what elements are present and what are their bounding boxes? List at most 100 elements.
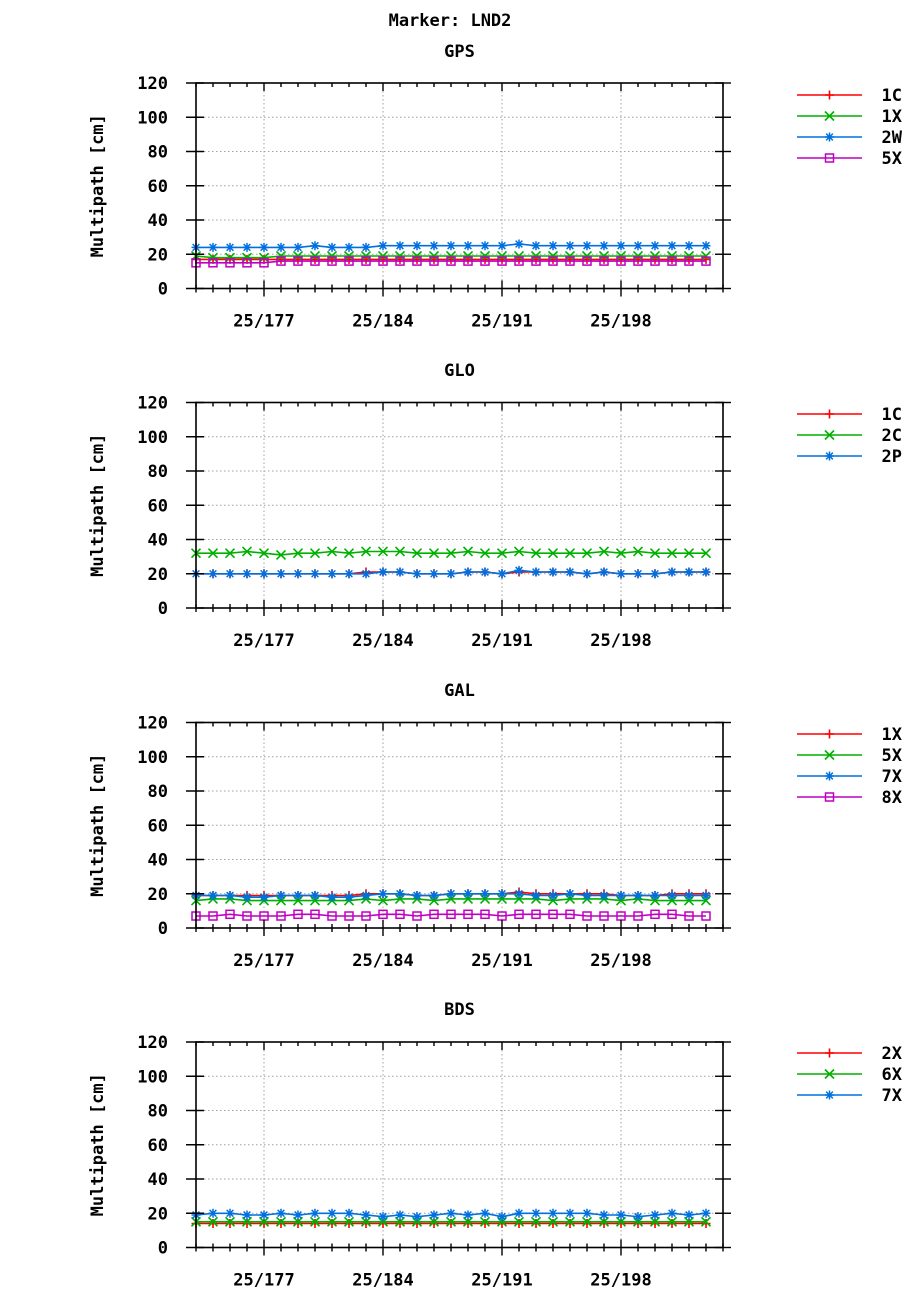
- series-gps-1x: [190, 250, 712, 263]
- data-point-8x: [650, 909, 660, 920]
- legend-label: 6X: [882, 1065, 903, 1085]
- data-point-6x: [275, 1216, 287, 1227]
- legend-label: 1C: [882, 86, 902, 106]
- data-point-7x: [684, 890, 694, 900]
- data-point-5x: [293, 256, 303, 266]
- data-point-8x: [208, 911, 218, 921]
- data-point-8x: [242, 911, 252, 921]
- data-point-2c: [496, 548, 508, 559]
- data-point-8x: [514, 909, 524, 920]
- y-tick-label: 100: [137, 108, 168, 128]
- data-point-6x: [615, 1216, 627, 1227]
- data-point-5x: [344, 256, 354, 266]
- y-tick-label: 80: [148, 143, 168, 163]
- data-point-7x: [259, 892, 269, 902]
- data-point-5x: [377, 895, 389, 906]
- data-point-7x: [684, 1210, 694, 1220]
- data-point-7x: [225, 1208, 235, 1218]
- data-point-6x: [564, 1216, 576, 1227]
- data-point-2w: [497, 241, 507, 251]
- data-point-6x: [445, 1216, 457, 1227]
- data-point-7x: [310, 1208, 320, 1218]
- x-tick-label: 25/191: [471, 951, 532, 971]
- data-point-6x: [241, 1216, 253, 1227]
- data-point-7x: [412, 1212, 422, 1222]
- data-point-2p: [667, 567, 677, 577]
- data-point-2w: [684, 241, 694, 251]
- data-point-1x: [207, 252, 219, 263]
- series-line-5x: [196, 260, 706, 264]
- data-point-7x: [344, 892, 354, 902]
- y-axis-title: Multipath [cm]: [88, 434, 108, 577]
- data-point-2p: [616, 569, 626, 579]
- data-point-2c: [683, 548, 695, 559]
- data-point-7x: [463, 1210, 473, 1220]
- data-point-2w: [582, 241, 592, 251]
- y-tick-label: 120: [137, 714, 168, 734]
- data-point-2c: [326, 546, 338, 557]
- data-point-8x: [480, 909, 490, 920]
- data-point-2w: [395, 241, 405, 251]
- legend-label: 2W: [882, 128, 903, 148]
- data-point-8x: [531, 909, 541, 920]
- data-point-7x: [701, 890, 711, 900]
- y-tick-label: 120: [137, 394, 168, 414]
- data-point-2w: [616, 241, 626, 251]
- data-point-2p: [497, 569, 507, 579]
- data-point-8x: [599, 911, 609, 921]
- series-bds-2x: [191, 1219, 711, 1229]
- data-point-1x: [649, 250, 661, 262]
- data-point-5x: [582, 256, 592, 266]
- data-point-2x: [548, 1219, 558, 1229]
- legend-label: 2C: [882, 426, 902, 446]
- panel-title-gps: GPS: [444, 42, 475, 62]
- data-point-2x: [480, 1219, 490, 1229]
- x-tick-label: 25/198: [590, 951, 651, 971]
- y-tick-label: 60: [148, 816, 168, 836]
- x-tick-label: 25/184: [352, 1271, 413, 1291]
- data-point-2w: [259, 242, 269, 252]
- data-point-6x: [292, 1216, 304, 1227]
- data-point-2w: [514, 239, 524, 249]
- data-point-1x: [394, 250, 406, 262]
- data-point-2p: [446, 569, 456, 579]
- data-point-7x: [497, 889, 507, 899]
- y-tick-label: 0: [158, 919, 168, 939]
- data-point-5x: [599, 256, 609, 266]
- data-point-1x: [258, 252, 270, 263]
- data-point-7x: [582, 890, 592, 900]
- legend-marker: [825, 409, 834, 419]
- data-point-1x: [224, 252, 236, 263]
- data-point-7x: [599, 890, 609, 900]
- data-point-2w: [327, 242, 337, 252]
- data-point-6x: [462, 1216, 474, 1227]
- data-point-5x: [378, 256, 388, 266]
- legend-item-1x: 1X: [797, 725, 903, 745]
- data-point-1x: [479, 250, 491, 262]
- data-point-2c: [479, 548, 491, 559]
- data-point-7x: [650, 890, 660, 900]
- data-point-8x: [633, 911, 643, 921]
- legend-marker: [825, 729, 834, 739]
- data-point-7x: [480, 1208, 490, 1218]
- data-point-7x: [242, 892, 252, 902]
- data-point-8x: [395, 909, 405, 920]
- data-point-2w: [548, 241, 558, 251]
- legend-label: 1X: [882, 725, 903, 745]
- data-point-2p: [344, 569, 354, 579]
- data-point-7x: [225, 890, 235, 900]
- y-tick-label: 120: [137, 74, 168, 94]
- legend-label: 2X: [882, 1044, 903, 1064]
- data-point-2x: [582, 1219, 592, 1229]
- y-axis-title: Multipath [cm]: [88, 114, 108, 257]
- data-point-7x: [582, 1208, 592, 1218]
- data-point-1x: [615, 250, 627, 262]
- data-point-7x: [378, 889, 388, 899]
- data-point-2w: [293, 242, 303, 252]
- data-point-7x: [361, 1210, 371, 1220]
- legend-marker: [824, 110, 835, 122]
